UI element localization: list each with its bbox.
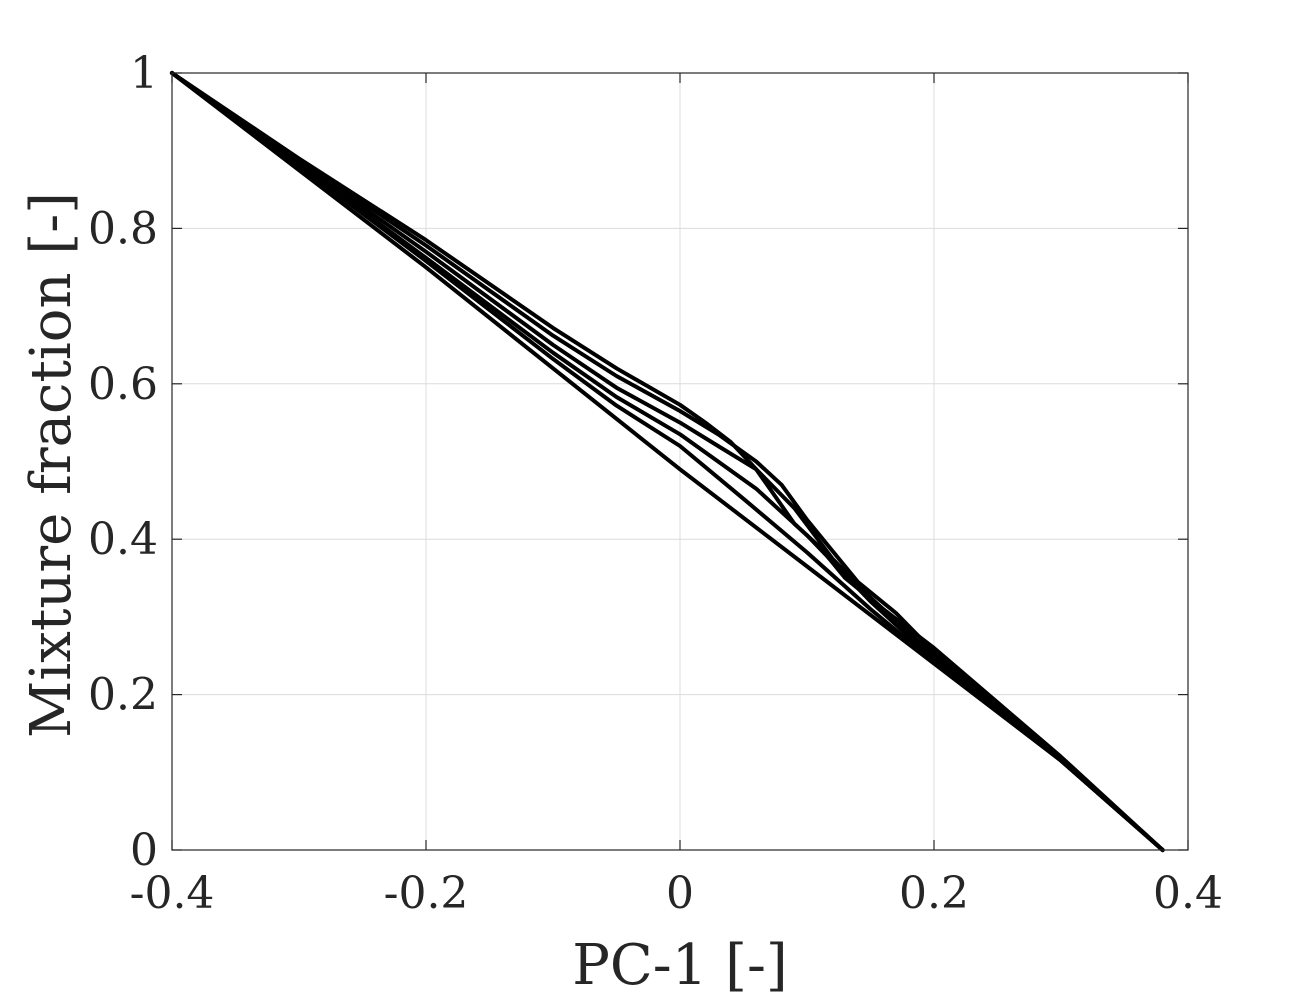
y-tick-label: 0.4 <box>88 514 158 565</box>
x-tick-label: 0.2 <box>899 868 969 919</box>
x-axis-label: PC-1 [-] <box>572 933 788 992</box>
x-tick-label: 0.4 <box>1153 868 1223 919</box>
y-axis-label: Mixture fraction [-] <box>19 192 84 738</box>
series-line <box>170 71 1165 852</box>
y-tick-labels: 0 0.2 0.4 0.6 0.8 1 <box>88 48 158 876</box>
y-tick-label: 0.8 <box>88 203 158 254</box>
x-tick-label: -0.2 <box>384 868 469 919</box>
series-line <box>170 71 1165 852</box>
x-tick-label: 0 <box>666 868 694 919</box>
series-line <box>170 71 1165 852</box>
plot-area <box>170 71 1165 852</box>
x-tick-labels: -0.4 -0.2 0 0.2 0.4 <box>130 868 1223 919</box>
y-tick-label: 0.6 <box>88 359 158 410</box>
y-tick-label: 0.2 <box>88 670 158 721</box>
tick-marks <box>171 72 1189 851</box>
grid <box>172 73 1188 850</box>
y-tick-label: 0 <box>130 825 158 876</box>
series-line <box>170 71 1165 852</box>
y-tick-label: 1 <box>130 48 158 99</box>
x-tick-label: -0.4 <box>130 868 215 919</box>
